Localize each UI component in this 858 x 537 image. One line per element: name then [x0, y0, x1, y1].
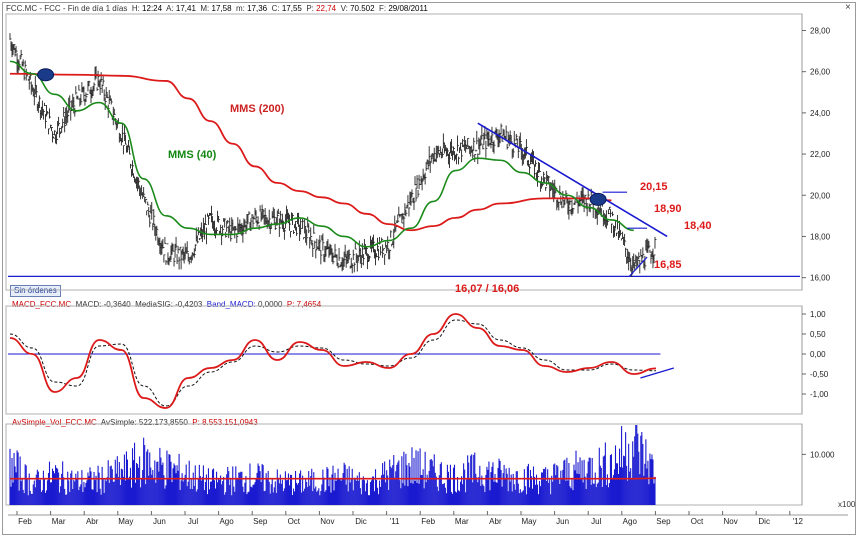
macd-y-tick-label: 0,50 — [810, 330, 826, 339]
macd-value: -0,3640 — [103, 300, 131, 309]
symbol-info: FCC.MC - FCC - Fin de día 1 días — [6, 4, 128, 13]
sig-label: MediaSIG: — [135, 300, 173, 309]
m-label: M: — [200, 4, 210, 13]
price-y-tick-label: 22,00 — [810, 150, 831, 159]
h-label: H: — [131, 4, 140, 13]
x-tick-label: May — [118, 517, 133, 526]
x-tick-label: Sep — [253, 517, 268, 526]
band-value: 0,0000 — [257, 300, 283, 309]
a-value: 17,41 — [175, 4, 196, 13]
macd-name: MACD_FCC.MC — [12, 300, 72, 309]
crossover-marker — [37, 68, 55, 82]
v-label: V: — [340, 4, 348, 13]
macd-y-tick-label: -0,50 — [810, 370, 829, 379]
x-tick-label: Mar — [52, 517, 66, 526]
price-panel-header: FCC.MC - FCC - Fin de día 1 días H: 12:2… — [6, 4, 428, 13]
x-tick-label: Feb — [421, 517, 435, 526]
price-annotation: 16,85 — [654, 259, 682, 271]
x-tick-label: Ago — [623, 517, 638, 526]
price-y-tick-label: 28,00 — [810, 26, 831, 35]
price-y-tick-label: 16,00 — [810, 274, 831, 283]
x-tick-label: '11 — [390, 517, 400, 526]
price-y-tick-label: 20,00 — [810, 191, 831, 200]
av-value: 522.173,8550 — [138, 418, 188, 427]
x-tick-label: Oct — [288, 517, 301, 526]
volume-y-tick-label: 10.000 — [810, 450, 835, 459]
x-tick-label: Jun — [556, 517, 569, 526]
x-tick-label: Abr — [86, 517, 99, 526]
sig-value: -0,4203 — [175, 300, 203, 309]
volume-scale-corner: x100 — [838, 500, 856, 509]
x-tick-label: Dic — [355, 517, 367, 526]
price-y-tick-label: 18,00 — [810, 232, 831, 241]
price-annotation: 16,07 / 16,06 — [455, 283, 519, 295]
x-tick-label: Feb — [18, 517, 32, 526]
price-y-tick-label: 24,00 — [810, 109, 831, 118]
price-panel-frame — [5, 13, 803, 291]
macd-y-tick-label: 1,00 — [810, 310, 826, 319]
x-tick-label: Ago — [219, 517, 234, 526]
mms200-line — [9, 72, 612, 232]
downtrend-line — [477, 122, 668, 238]
x-tick-label: Mar — [455, 517, 469, 526]
x-tick-label: Nov — [320, 517, 334, 526]
vol-p-value: 8.553.151,0943 — [202, 418, 258, 427]
vol-name: AvSimple_Vol_FCC.MC — [12, 418, 97, 427]
x-tick-label: Dic — [758, 517, 770, 526]
price-annotation: 18,90 — [654, 203, 682, 215]
macd-signal-line — [9, 319, 657, 407]
price-annotation: 20,15 — [640, 181, 668, 193]
macd-panel-header: MACD_FCC.MC MACD: -0,3640 MediaSIG: -0,4… — [12, 300, 321, 309]
v-value: 70.502 — [350, 4, 375, 13]
macd-divergence-line — [640, 367, 675, 379]
macd-y-tick-label: -1,00 — [810, 390, 829, 399]
macd-y-tick-label: 0,00 — [810, 350, 826, 359]
x-tick-label: May — [521, 517, 536, 526]
vol-p-label: P: — [192, 418, 200, 427]
a-label: A: — [166, 4, 174, 13]
mn-value: 17,36 — [247, 4, 268, 13]
x-tick-label: Nov — [723, 517, 737, 526]
c-label: C: — [271, 4, 280, 13]
x-tick-label: Abr — [489, 517, 502, 526]
x-tick-label: Jun — [153, 517, 166, 526]
macd-p-value: 7,4654 — [296, 300, 322, 309]
macd-p-label: P: — [286, 300, 295, 309]
x-tick-label: Oct — [691, 517, 704, 526]
f-value: 29/08/2011 — [388, 4, 428, 13]
macd-panel-frame — [5, 305, 803, 415]
mn-label: m: — [235, 4, 245, 13]
volume-average-line — [10, 477, 657, 480]
crossover-marker — [589, 192, 607, 206]
c-value: 17,55 — [281, 4, 302, 13]
x-tick-label: Jul — [591, 517, 601, 526]
band-label: Band_MACD: — [206, 300, 256, 309]
macd-label: MACD: — [75, 300, 102, 309]
p-label: P: — [306, 4, 314, 13]
price-annotation: 18,40 — [684, 220, 712, 232]
h-value: 12:24 — [142, 4, 163, 13]
f-label: F: — [379, 4, 387, 13]
macd-line — [9, 313, 657, 409]
mms40-line — [9, 60, 634, 248]
x-tick-label: Sep — [656, 517, 671, 526]
x-tick-label: '12 — [793, 517, 804, 526]
volume-panel-header: AvSimple_Vol_FCC.MC AvSimple: 522.173,85… — [12, 418, 258, 427]
av-label: AvSimple: — [100, 418, 137, 427]
price-annotation: MMS (40) — [168, 149, 217, 161]
close-icon[interactable]: × — [845, 2, 851, 13]
p-value: 22,74 — [316, 4, 337, 13]
m-value: 17,58 — [211, 4, 232, 13]
x-tick-label: Jul — [188, 517, 198, 526]
level-16-85-line — [628, 256, 648, 277]
price-y-tick-label: 26,00 — [810, 68, 831, 77]
price-annotation: MMS (200) — [230, 103, 285, 115]
